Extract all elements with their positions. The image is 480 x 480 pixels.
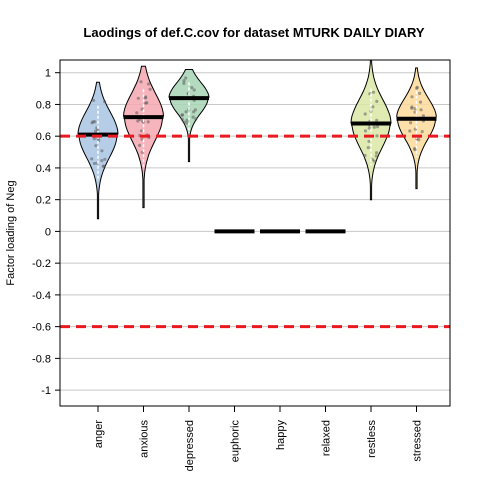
reference-lines: [60, 134, 450, 329]
y-axis-label: Factor loading of Neg: [5, 180, 17, 285]
data-point: [417, 138, 421, 142]
data-point: [363, 153, 367, 158]
data-point: [367, 139, 371, 143]
data-point: [363, 112, 367, 116]
data-point: [415, 86, 419, 90]
data-point: [184, 76, 188, 80]
data-point: [135, 111, 139, 115]
data-point: [367, 126, 371, 130]
y-tick-label: -0.8: [32, 353, 51, 365]
data-point: [143, 96, 148, 100]
x-tick-label: stressed: [412, 420, 424, 462]
data-point: [138, 143, 142, 147]
data-point: [413, 148, 417, 152]
y-tick-label: -0.4: [32, 290, 51, 302]
data-point: [103, 100, 107, 104]
data-point: [375, 99, 379, 103]
data-point: [145, 101, 149, 105]
data-point: [182, 81, 186, 85]
violins: [77, 59, 437, 234]
x-tick-label: happy: [275, 420, 287, 450]
data-point: [418, 100, 423, 104]
chart-title: Laodings of def.C.cov for dataset MTURK …: [83, 25, 424, 40]
y-tick-label: 0.8: [36, 99, 51, 111]
data-point: [185, 121, 189, 125]
x-tick-label: restless: [366, 420, 378, 458]
data-point: [94, 144, 98, 148]
data-point: [375, 118, 379, 122]
data-point: [421, 114, 425, 118]
data-point: [185, 118, 189, 122]
data-point: [192, 88, 196, 92]
data-point: [375, 125, 380, 129]
y-tick-label: 0: [45, 226, 51, 238]
data-point: [100, 149, 104, 153]
data-point: [139, 129, 144, 133]
violin-anger: [77, 81, 119, 220]
x-tick-label: anger: [93, 420, 105, 448]
x-tick-label: euphoric: [230, 420, 242, 463]
data-point: [375, 134, 379, 138]
data-point: [92, 137, 96, 141]
data-point: [92, 161, 96, 166]
data-point: [374, 154, 378, 158]
data-point: [184, 110, 188, 114]
y-tick-label: 0.4: [36, 163, 51, 175]
data-point: [136, 119, 140, 123]
data-point: [420, 130, 424, 134]
x-axis: anger anxious depressed euphoric happy relaxe…: [93, 406, 424, 471]
data-point: [418, 91, 422, 95]
data-point: [182, 79, 186, 83]
y-tick-label: 0.2: [36, 195, 51, 207]
violin-depressed: [168, 69, 210, 163]
data-point: [372, 125, 376, 129]
data-point: [148, 87, 152, 91]
data-point: [146, 82, 151, 86]
data-point: [136, 96, 140, 100]
y-axis: 1 0.8 0.6 0.4 0.2 0 -0.2 -0.4 -0.6 -0.8 -1: [32, 68, 60, 397]
data-point: [375, 151, 379, 155]
data-point: [408, 129, 412, 133]
data-point: [190, 86, 194, 90]
data-point: [103, 157, 107, 161]
y-tick-label: 0.6: [36, 131, 51, 143]
data-point: [100, 159, 104, 163]
y-tick-label: -0.6: [32, 322, 51, 334]
data-point: [94, 129, 98, 133]
data-point: [192, 110, 196, 114]
data-point: [191, 115, 195, 119]
data-point: [194, 117, 198, 121]
data-point: [180, 113, 184, 117]
data-point: [366, 146, 370, 150]
data-point: [182, 120, 186, 124]
data-point: [373, 159, 377, 163]
data-point: [102, 164, 106, 168]
y-tick-label: 1: [45, 68, 51, 80]
y-tick-label: -0.2: [32, 258, 51, 270]
x-tick-label: depressed: [184, 420, 196, 471]
data-point: [146, 120, 150, 124]
data-point: [180, 117, 184, 121]
x-tick-label: anxious: [139, 420, 151, 458]
data-point: [371, 105, 375, 109]
data-point: [409, 121, 413, 125]
data-point: [139, 80, 143, 84]
y-tick-label: -1: [41, 385, 51, 397]
grid-lines: [60, 72, 450, 391]
data-point: [371, 90, 376, 94]
data-point: [93, 120, 97, 124]
data-point: [90, 157, 94, 161]
data-point: [363, 129, 368, 133]
data-point: [419, 108, 423, 112]
data-point: [410, 95, 414, 99]
data-point: [92, 98, 96, 102]
x-tick-label: relaxed: [321, 420, 333, 456]
data-point: [410, 105, 414, 109]
plot-frame: [59, 59, 451, 407]
